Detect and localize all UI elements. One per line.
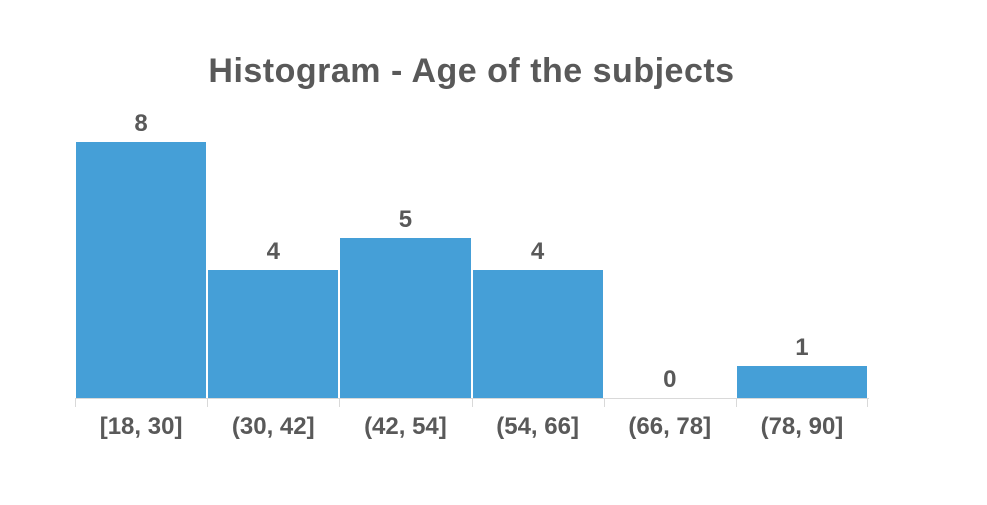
- bar-column: 5: [339, 142, 471, 398]
- histogram-bar: [208, 270, 339, 398]
- bar-column: 1: [736, 142, 868, 398]
- axis-tick: [867, 398, 868, 407]
- x-axis-label: (78, 90]: [760, 413, 844, 440]
- bar-value-label: 4: [530, 238, 545, 265]
- x-axis-label: (66, 78]: [628, 413, 712, 440]
- x-axis-labels: [18, 30] (30, 42] (42, 54] (54, 66] (66, 78]…: [75, 415, 868, 439]
- histogram-bar: [76, 142, 207, 398]
- plot-area: 8 4 5 4 0 1: [75, 112, 868, 398]
- x-axis-label: [18, 30]: [99, 413, 183, 440]
- bar-value-label: 0: [663, 366, 677, 393]
- histogram-bar: [736, 366, 868, 398]
- bar-column: 0: [604, 142, 736, 398]
- bar-value-label: 4: [266, 238, 280, 265]
- x-axis-label: (54, 66]: [496, 413, 579, 440]
- x-axis-label: (42, 54]: [364, 413, 447, 440]
- axis-tick: [471, 398, 473, 407]
- bar-column: 8: [75, 112, 207, 398]
- x-axis-ticks: [75, 398, 868, 408]
- axis-tick: [339, 398, 341, 407]
- bar-value-label: 5: [398, 206, 413, 233]
- axis-tick: [75, 398, 76, 407]
- axis-tick: [735, 398, 737, 407]
- axis-tick: [207, 398, 209, 407]
- x-axis-label: (30, 42]: [231, 413, 315, 440]
- chart-title: Histogram - Age of the subjects: [208, 52, 735, 90]
- bar-value-label: 1: [795, 334, 809, 361]
- bar-value-label: 8: [134, 110, 148, 137]
- axis-tick: [603, 398, 605, 407]
- histogram-bar: [472, 270, 603, 398]
- bar-column: 4: [207, 142, 339, 398]
- histogram-bar: [340, 238, 471, 398]
- bar-column: 4: [472, 142, 604, 398]
